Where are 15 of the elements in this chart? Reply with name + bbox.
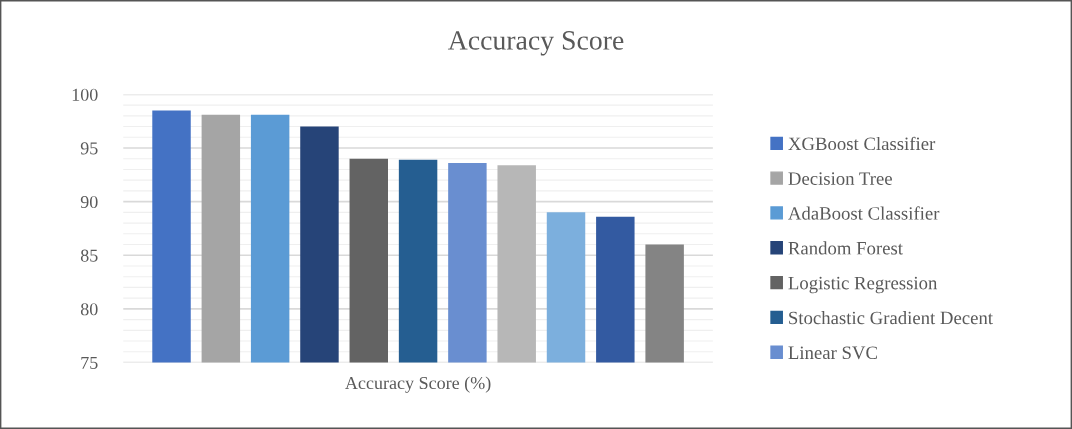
legend-label: Decision Tree	[788, 172, 892, 185]
legend-label: Logistic Regression	[788, 276, 938, 294]
chart-title: Accuracy Score	[447, 31, 624, 56]
y-tick-label: 75	[81, 356, 98, 369]
x-tick-label: Accuracy Score (%)	[345, 376, 491, 393]
y-tick-label: 80	[80, 303, 98, 316]
legend-label: Linear SVC	[788, 346, 877, 360]
y-tick-label: 90	[80, 195, 98, 209]
legend-label: Random Forest	[788, 241, 903, 255]
legend-label: AdaBoost Classifier	[788, 206, 940, 220]
y-tick-label: 95	[80, 142, 98, 155]
legend-label: Stochastic Gradient Decent	[789, 311, 993, 325]
legend-label: XGBoost Classifier	[788, 136, 936, 151]
y-tick-label: 100	[72, 88, 98, 101]
y-tick-label: 85	[80, 249, 98, 262]
